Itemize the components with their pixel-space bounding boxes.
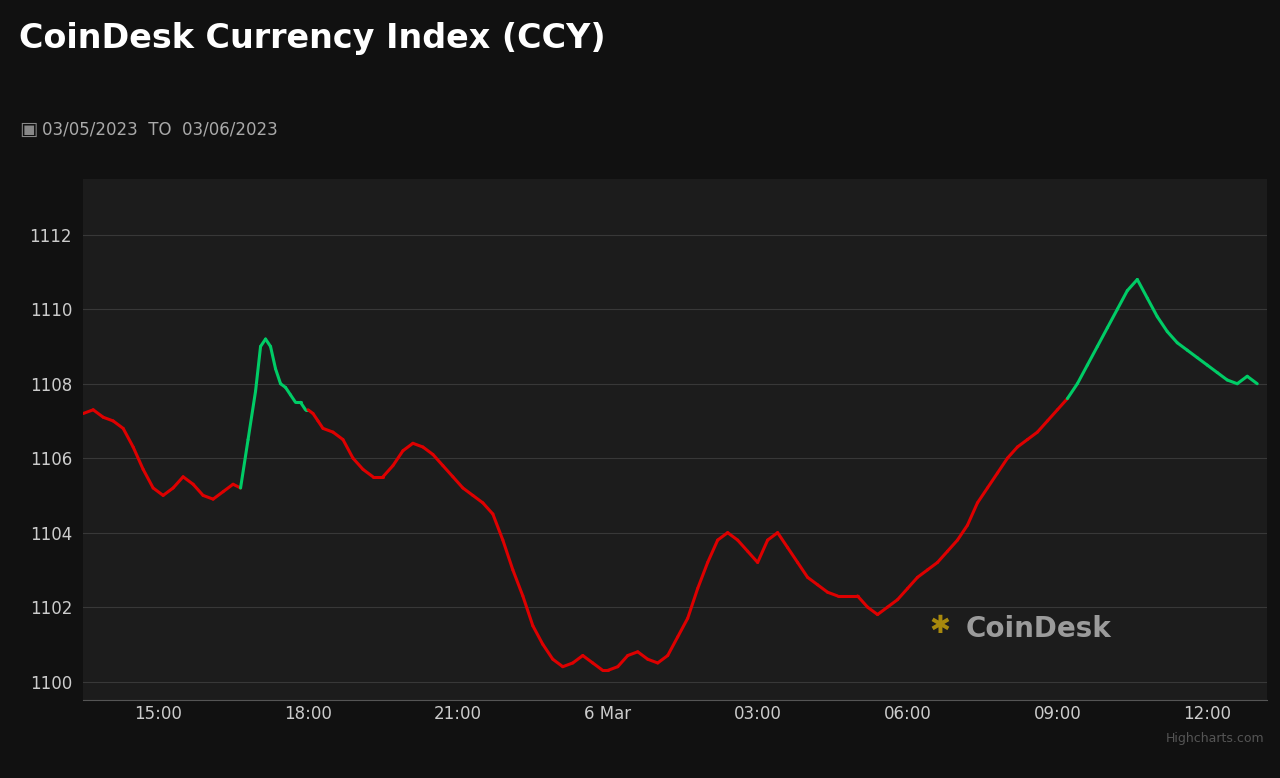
Text: ▣: ▣ [19,120,37,138]
Text: 03/05/2023  TO  03/06/2023: 03/05/2023 TO 03/06/2023 [42,120,278,138]
Text: CoinDesk Currency Index (CCY): CoinDesk Currency Index (CCY) [19,22,605,55]
Text: ✱: ✱ [929,614,951,638]
Text: CoinDesk: CoinDesk [965,615,1111,643]
Text: Highcharts.com: Highcharts.com [1166,731,1265,745]
